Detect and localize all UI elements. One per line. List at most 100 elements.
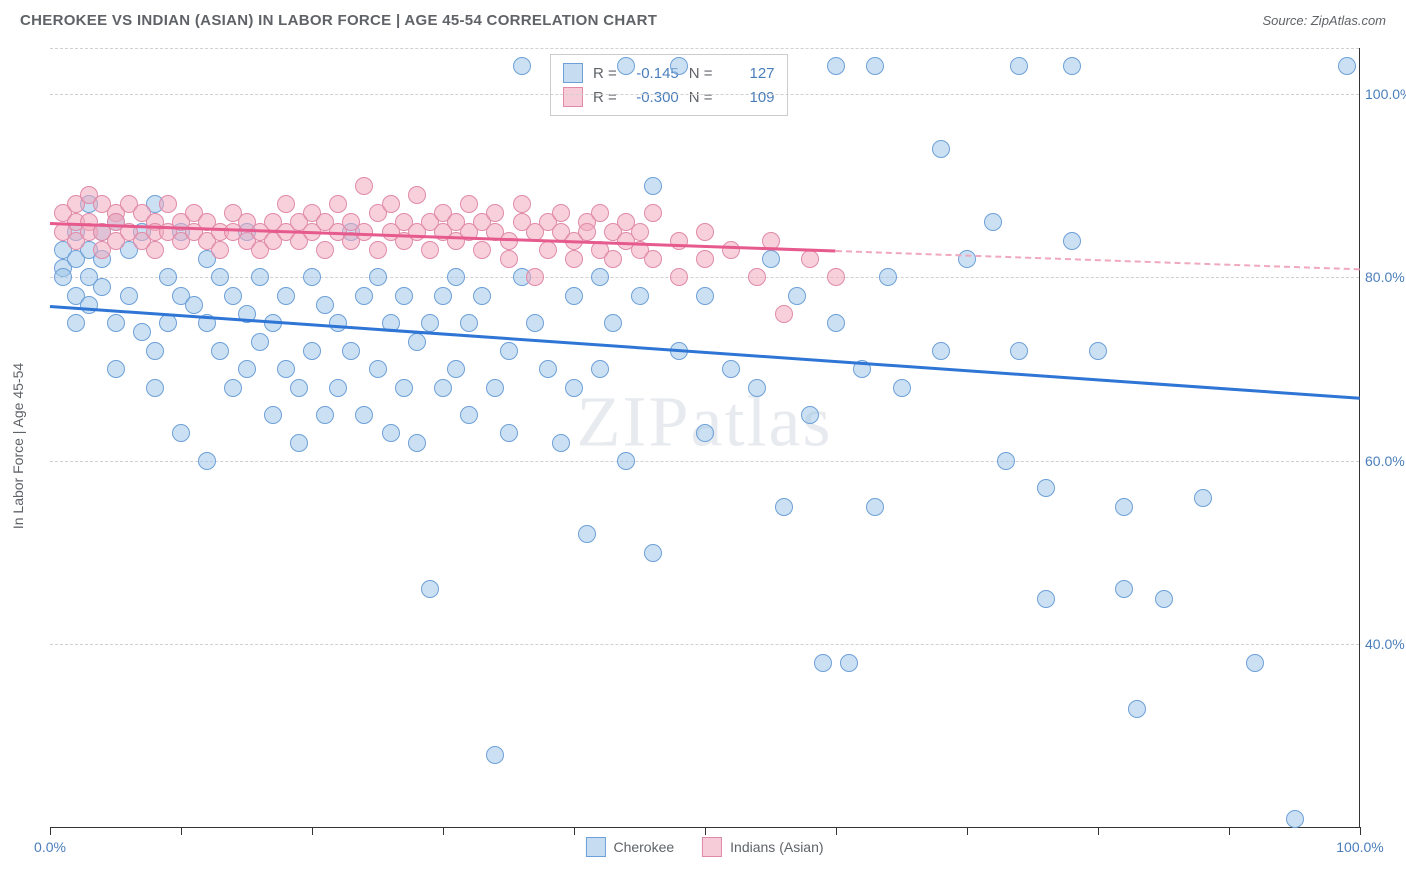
gridline-h	[50, 94, 1359, 95]
scatter-point-cherokee	[814, 654, 832, 672]
scatter-point-cherokee	[722, 360, 740, 378]
scatter-point-indians	[539, 241, 557, 259]
scatter-point-indians	[722, 241, 740, 259]
scatter-point-cherokee	[670, 57, 688, 75]
scatter-point-cherokee	[893, 379, 911, 397]
scatter-point-cherokee	[1063, 57, 1081, 75]
scatter-point-indians	[552, 204, 570, 222]
legend-item-cherokee: Cherokee	[585, 837, 674, 857]
scatter-point-cherokee	[801, 406, 819, 424]
scatter-point-cherokee	[303, 268, 321, 286]
scatter-point-cherokee	[1010, 342, 1028, 360]
scatter-point-indians	[696, 223, 714, 241]
scatter-point-cherokee	[473, 287, 491, 305]
scatter-point-cherokee	[290, 434, 308, 452]
scatter-point-indians	[355, 223, 373, 241]
scatter-point-cherokee	[604, 314, 622, 332]
xtick	[181, 827, 182, 835]
scatter-point-cherokee	[146, 379, 164, 397]
scatter-point-cherokee	[1063, 232, 1081, 250]
ytick-label: 60.0%	[1365, 453, 1406, 469]
scatter-point-cherokee	[67, 314, 85, 332]
scatter-point-cherokee	[434, 287, 452, 305]
scatter-point-cherokee	[369, 268, 387, 286]
scatter-point-indians	[513, 195, 531, 213]
scatter-point-cherokee	[198, 452, 216, 470]
scatter-chart: ZIPatlas R = -0.145 N = 127 R = -0.300 N…	[50, 48, 1360, 828]
scatter-point-cherokee	[329, 314, 347, 332]
scatter-point-indians	[460, 195, 478, 213]
r-label: R =	[593, 89, 617, 106]
scatter-point-cherokee	[631, 287, 649, 305]
scatter-point-cherokee	[644, 177, 662, 195]
scatter-point-cherokee	[395, 379, 413, 397]
legend-label-indians: Indians (Asian)	[730, 839, 823, 855]
scatter-point-indians	[316, 241, 334, 259]
scatter-point-cherokee	[159, 314, 177, 332]
scatter-point-cherokee	[277, 360, 295, 378]
n-value-cherokee: 127	[723, 65, 775, 82]
scatter-point-cherokee	[329, 379, 347, 397]
scatter-point-indians	[211, 241, 229, 259]
xtick	[1098, 827, 1099, 835]
scatter-point-cherokee	[696, 424, 714, 442]
scatter-point-cherokee	[434, 379, 452, 397]
scatter-point-indians	[329, 195, 347, 213]
chart-source: Source: ZipAtlas.com	[1262, 13, 1386, 28]
scatter-point-cherokee	[1338, 57, 1356, 75]
scatter-point-cherokee	[290, 379, 308, 397]
swatch-cherokee	[585, 837, 605, 857]
scatter-point-cherokee	[486, 379, 504, 397]
xtick	[967, 827, 968, 835]
scatter-point-cherokee	[369, 360, 387, 378]
scatter-point-cherokee	[224, 379, 242, 397]
xtick	[50, 827, 51, 835]
scatter-point-cherokee	[617, 57, 635, 75]
scatter-point-cherokee	[539, 360, 557, 378]
scatter-point-cherokee	[958, 250, 976, 268]
scatter-point-cherokee	[827, 57, 845, 75]
xtick-label: 100.0%	[1336, 839, 1383, 855]
scatter-point-cherokee	[617, 452, 635, 470]
scatter-point-indians	[369, 241, 387, 259]
legend-bottom: Cherokee Indians (Asian)	[585, 837, 823, 857]
scatter-point-indians	[801, 250, 819, 268]
stats-row-cherokee: R = -0.145 N = 127	[563, 61, 775, 85]
scatter-point-cherokee	[1128, 700, 1146, 718]
scatter-point-cherokee	[224, 287, 242, 305]
scatter-point-cherokee	[500, 424, 518, 442]
scatter-point-cherokee	[997, 452, 1015, 470]
scatter-point-cherokee	[447, 268, 465, 286]
scatter-point-indians	[355, 177, 373, 195]
scatter-point-cherokee	[277, 287, 295, 305]
xtick	[1360, 827, 1361, 835]
chart-title: CHEROKEE VS INDIAN (ASIAN) IN LABOR FORC…	[20, 12, 657, 29]
scatter-point-cherokee	[1115, 498, 1133, 516]
scatter-point-cherokee	[342, 342, 360, 360]
swatch-indians	[702, 837, 722, 857]
scatter-point-cherokee	[421, 314, 439, 332]
scatter-point-indians	[827, 268, 845, 286]
scatter-point-cherokee	[107, 314, 125, 332]
scatter-point-cherokee	[238, 360, 256, 378]
scatter-point-cherokee	[172, 424, 190, 442]
scatter-point-indians	[500, 250, 518, 268]
scatter-point-cherokee	[316, 406, 334, 424]
scatter-point-cherokee	[159, 268, 177, 286]
scatter-point-indians	[526, 268, 544, 286]
swatch-cherokee	[563, 63, 583, 83]
scatter-point-indians	[644, 250, 662, 268]
scatter-point-cherokee	[500, 342, 518, 360]
scatter-point-cherokee	[932, 140, 950, 158]
scatter-point-cherokee	[1089, 342, 1107, 360]
scatter-point-cherokee	[1037, 590, 1055, 608]
ytick-label: 100.0%	[1365, 86, 1406, 102]
stats-row-indians: R = -0.300 N = 109	[563, 85, 775, 109]
scatter-point-cherokee	[984, 213, 1002, 231]
scatter-point-cherokee	[264, 406, 282, 424]
scatter-point-cherokee	[1010, 57, 1028, 75]
scatter-point-cherokee	[1286, 810, 1304, 828]
scatter-point-cherokee	[591, 268, 609, 286]
xtick-label: 0.0%	[34, 839, 66, 855]
gridline-h	[50, 277, 1359, 278]
